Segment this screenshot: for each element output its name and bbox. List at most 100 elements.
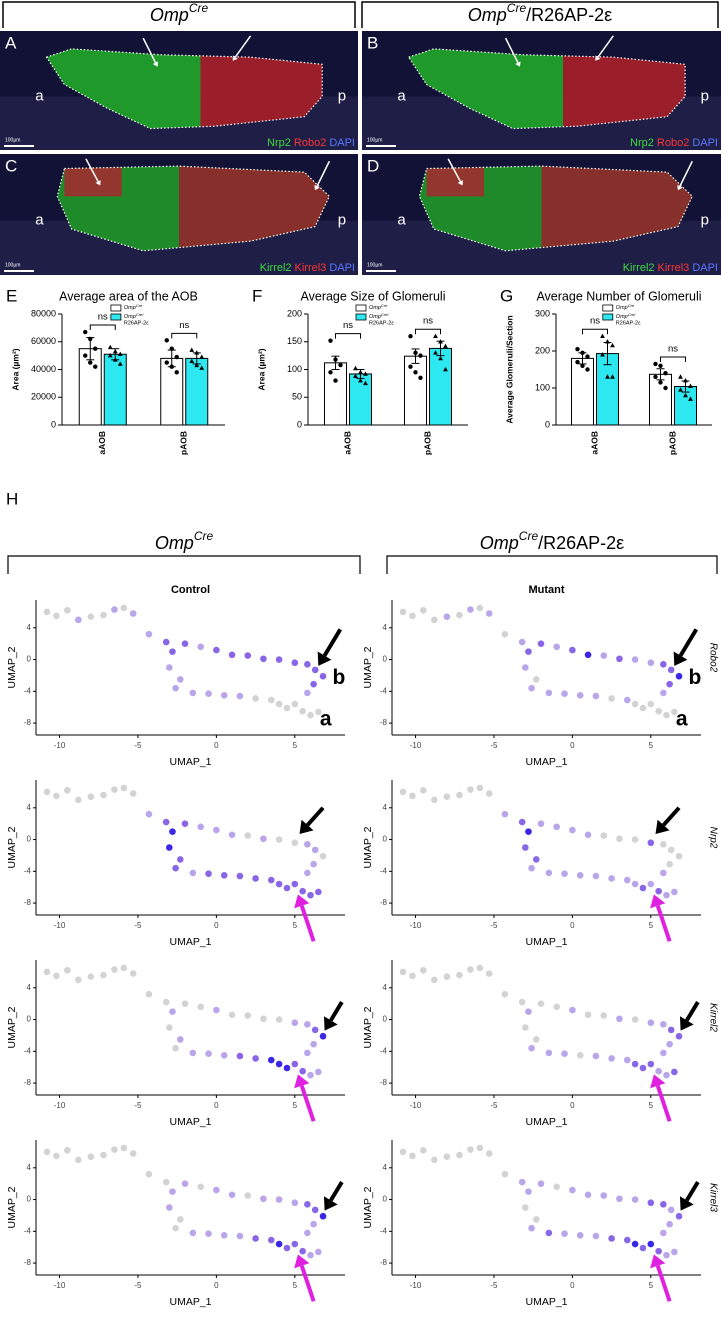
y-tick-label: 0 (27, 1015, 32, 1024)
umap-point (485, 790, 493, 797)
umap-point (600, 832, 608, 839)
y-tick-label: 4 (383, 983, 388, 992)
umap-point (456, 791, 463, 799)
x-tick-label: -5 (490, 1101, 498, 1110)
umap-point (671, 1068, 678, 1076)
umap-point (145, 990, 153, 998)
umap-point (399, 788, 407, 796)
arrow-head (323, 1196, 338, 1211)
umap-point (431, 616, 438, 624)
umap-point (655, 707, 662, 715)
umap-point (660, 1049, 667, 1057)
umap-point (647, 1019, 655, 1027)
y-tick-label: -4 (24, 866, 32, 875)
arrow-head (595, 55, 601, 61)
umap-point (647, 659, 655, 667)
umap-point (660, 661, 667, 668)
umap-point (53, 612, 60, 620)
cluster-label: b (332, 666, 345, 689)
umap-point (522, 844, 529, 851)
legend-base: Omp (616, 305, 628, 311)
arrow-head (317, 651, 332, 666)
umap-point (569, 1006, 576, 1014)
umap-point (485, 970, 493, 977)
data-point (605, 374, 610, 379)
legend-label: OmpCre/ (369, 312, 389, 320)
column-label: Mutant (528, 584, 564, 596)
umap-point (660, 1229, 667, 1237)
umap-point (43, 788, 51, 796)
data-point (610, 342, 615, 348)
stain-name: Kirrel2 (623, 262, 655, 274)
legend-swatch (602, 304, 614, 312)
umap-point (647, 839, 655, 847)
umap-point (64, 607, 71, 614)
umap-point (75, 976, 82, 984)
x-tick-label: pAOB (422, 431, 432, 455)
data-point (688, 383, 693, 388)
arrow-shaft (685, 1181, 700, 1202)
panel-letter: H (6, 489, 18, 508)
y-tick-label: -8 (24, 898, 32, 907)
data-point (663, 371, 668, 376)
umap-point (600, 652, 608, 659)
y-tick-label: 0 (297, 419, 302, 429)
x-tick-label: pAOB (179, 431, 189, 455)
umap-point (666, 860, 673, 868)
x-tick-label: -5 (134, 1281, 142, 1290)
umap-point (166, 1204, 173, 1211)
umap-point (647, 700, 655, 708)
umap-point (252, 875, 259, 882)
umap-point (162, 1178, 170, 1186)
x-tick-label: 5 (293, 1101, 298, 1110)
umap-point (220, 1231, 228, 1239)
umap-point (43, 608, 51, 616)
umap-point (537, 1000, 545, 1007)
bar (404, 355, 427, 426)
umap-point (660, 841, 667, 848)
x-tick-label: 0 (214, 741, 219, 750)
data-point (663, 385, 668, 391)
umap-point (310, 680, 317, 688)
data-point (605, 339, 610, 344)
header-sup: Cre (194, 529, 214, 543)
y-tick-label: -4 (380, 686, 388, 695)
umap-point (420, 607, 427, 614)
y-tick-label: -4 (380, 866, 388, 875)
arrow-head (323, 1016, 338, 1031)
error-bar (656, 368, 665, 381)
umap-point (304, 869, 311, 877)
umap-point (631, 1060, 639, 1068)
y-axis-label: UMAP_2 (362, 1186, 374, 1228)
umap-point (129, 790, 137, 797)
umap-point (291, 1240, 299, 1248)
x-tick-label: -5 (490, 1281, 498, 1290)
x-tick-label: 0 (570, 741, 575, 750)
umap-point (631, 700, 639, 708)
data-point (117, 361, 123, 366)
umap-point (660, 1201, 667, 1208)
umap-point (166, 844, 173, 851)
x-tick-label: -10 (54, 1101, 66, 1110)
y-tick-label: -8 (24, 1078, 32, 1087)
umap-header-frame (7, 555, 718, 574)
umap-point (561, 1230, 568, 1238)
data-point (333, 378, 338, 383)
umap-point (660, 689, 667, 697)
umap-point (647, 1060, 655, 1068)
data-point (653, 374, 658, 380)
data-point (117, 351, 123, 357)
umap-point (189, 869, 197, 877)
umap-point (275, 656, 283, 663)
x-tick-label: -5 (134, 1101, 142, 1110)
x-axis-label: UMAP_1 (525, 756, 567, 768)
data-point (408, 364, 413, 369)
umap-point (120, 604, 128, 612)
umap-point (304, 661, 311, 668)
legend-sup: Cre (381, 303, 388, 308)
data-point (433, 350, 438, 355)
anterior-label: a (35, 87, 44, 104)
umap-point (75, 796, 82, 804)
posterior-label: p (701, 212, 709, 229)
significance-label: ns (179, 320, 189, 331)
